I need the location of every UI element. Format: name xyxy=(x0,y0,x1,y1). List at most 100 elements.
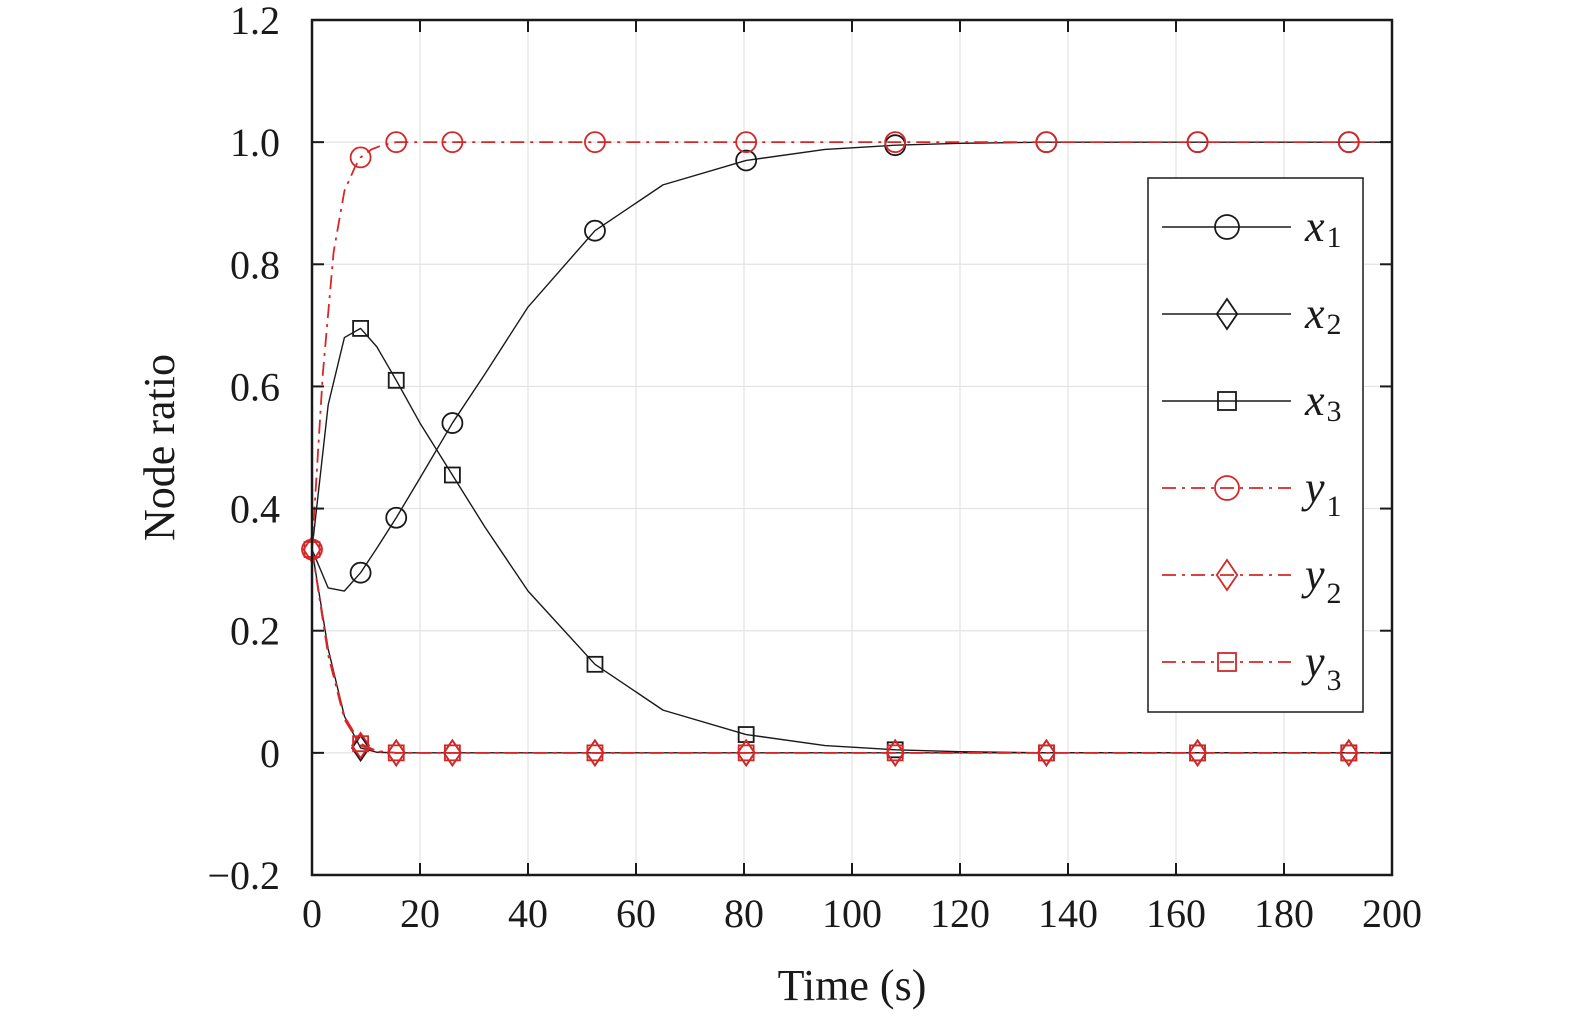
y-tick-label: 0.6 xyxy=(230,364,280,409)
x-tick-label: 0 xyxy=(302,891,322,936)
series-line xyxy=(311,327,1392,754)
data-point-square xyxy=(443,466,461,484)
data-point-circle xyxy=(584,131,606,154)
legend-label: y2 xyxy=(1301,550,1342,610)
data-point-square xyxy=(586,655,604,673)
series-y1 xyxy=(301,131,1392,561)
data-point-circle xyxy=(1337,131,1360,154)
data-point-square xyxy=(1217,391,1237,411)
data-point-square xyxy=(352,320,370,337)
data-point-diamond xyxy=(1036,738,1056,767)
x-tick-label: 160 xyxy=(1146,891,1206,936)
data-point-square xyxy=(352,735,370,753)
data-point-circle xyxy=(1214,214,1240,240)
data-point-diamond xyxy=(585,738,605,767)
y-tick-label: 0.2 xyxy=(230,609,280,654)
data-point-circle xyxy=(735,131,758,154)
legend-label-subscript: 3 xyxy=(1327,395,1342,428)
legend-label: x2 xyxy=(1304,289,1342,341)
data-point-circle xyxy=(584,219,606,242)
x-axis-title: Time (s) xyxy=(778,961,927,1010)
data-point-circle xyxy=(1214,475,1240,501)
legend-label-symbol: y xyxy=(1301,550,1325,599)
legend-label-subscript: 2 xyxy=(1327,308,1342,341)
legend-label-symbol: y xyxy=(1301,463,1325,512)
data-point-circle xyxy=(441,412,464,434)
x-tick-label: 20 xyxy=(400,891,440,936)
data-point-circle xyxy=(385,506,408,529)
data-point-diamond xyxy=(386,738,406,767)
legend-label-subscript: 2 xyxy=(1327,577,1342,610)
data-point-square xyxy=(443,744,461,762)
x-tick-label: 180 xyxy=(1254,891,1314,936)
legend-label: y1 xyxy=(1301,463,1342,523)
data-point-square xyxy=(1038,744,1055,762)
series-x3 xyxy=(311,320,1392,762)
data-point-diamond xyxy=(1215,558,1239,592)
axis-ticks: 0 20 40 60 80 100 120 140 160 180 200 −0.2 0 0.2 0.4 0.… xyxy=(207,0,1422,936)
legend-label-symbol: x xyxy=(1304,376,1325,425)
data-point-diamond xyxy=(1188,738,1208,767)
legend-label: x1 xyxy=(1304,202,1342,254)
data-point-square xyxy=(586,744,604,762)
data-point-diamond xyxy=(442,738,462,767)
y-tick-label: 0 xyxy=(260,731,280,776)
data-point-circle xyxy=(1186,131,1209,154)
y-tick-label: −0.2 xyxy=(207,853,280,898)
legend-label-subscript: 1 xyxy=(1327,221,1342,254)
data-point-circle xyxy=(349,561,372,584)
x-tick-label: 80 xyxy=(724,891,764,936)
y-axis-title: Node ratio xyxy=(135,354,184,541)
data-point-square xyxy=(886,744,904,762)
data-point-diamond xyxy=(736,738,756,767)
data-point-square xyxy=(1189,744,1206,762)
data-point-diamond xyxy=(351,733,371,763)
legend-item: x3 xyxy=(1162,376,1342,428)
legend-item: x1 xyxy=(1162,202,1342,254)
data-point-square xyxy=(737,744,755,762)
data-point-square xyxy=(387,744,405,762)
x-tick-label: 200 xyxy=(1362,891,1422,936)
legend-label-symbol: x xyxy=(1304,289,1325,338)
legend-box xyxy=(1147,177,1364,713)
x-tick-label: 40 xyxy=(508,891,548,936)
series-line xyxy=(311,141,1392,550)
series-layer xyxy=(301,131,1392,767)
legend-label: x3 xyxy=(1304,376,1342,428)
x-tick-label: 100 xyxy=(822,891,882,936)
series-line xyxy=(311,549,1392,754)
legend-item: x2 xyxy=(1162,289,1342,341)
x-tick-label: 120 xyxy=(930,891,990,936)
data-point-square xyxy=(737,726,755,743)
x-tick-label: 140 xyxy=(1038,891,1098,936)
data-point-circle xyxy=(385,131,408,154)
data-point-square xyxy=(387,371,405,389)
data-point-square xyxy=(1217,652,1237,672)
legend-item: y3 xyxy=(1162,637,1342,697)
data-point-diamond xyxy=(1339,738,1359,767)
legend-item: y2 xyxy=(1162,550,1342,610)
y-tick-label: 0.4 xyxy=(230,487,280,532)
y-tick-label: 0.8 xyxy=(230,242,280,287)
legend-label: y3 xyxy=(1301,637,1342,697)
data-point-circle xyxy=(349,146,372,169)
data-point-diamond xyxy=(1215,297,1239,331)
data-point-square xyxy=(1340,744,1358,762)
y-tick-label: 1.2 xyxy=(230,0,280,43)
legend-item: y1 xyxy=(1162,463,1342,523)
y-tick-label: 1.0 xyxy=(230,120,280,165)
data-point-circle xyxy=(1035,131,1058,154)
legend-label-subscript: 1 xyxy=(1327,490,1342,523)
series-y3 xyxy=(303,541,1392,762)
data-point-diamond xyxy=(351,731,371,760)
data-point-circle xyxy=(735,149,758,172)
legend-label-symbol: x xyxy=(1304,202,1325,251)
data-point-circle xyxy=(884,131,907,154)
data-point-circle xyxy=(441,131,464,154)
legend-label-symbol: y xyxy=(1301,637,1325,686)
x-tick-label: 60 xyxy=(616,891,656,936)
legend-label-subscript: 3 xyxy=(1327,664,1342,697)
data-point-diamond xyxy=(885,738,905,767)
